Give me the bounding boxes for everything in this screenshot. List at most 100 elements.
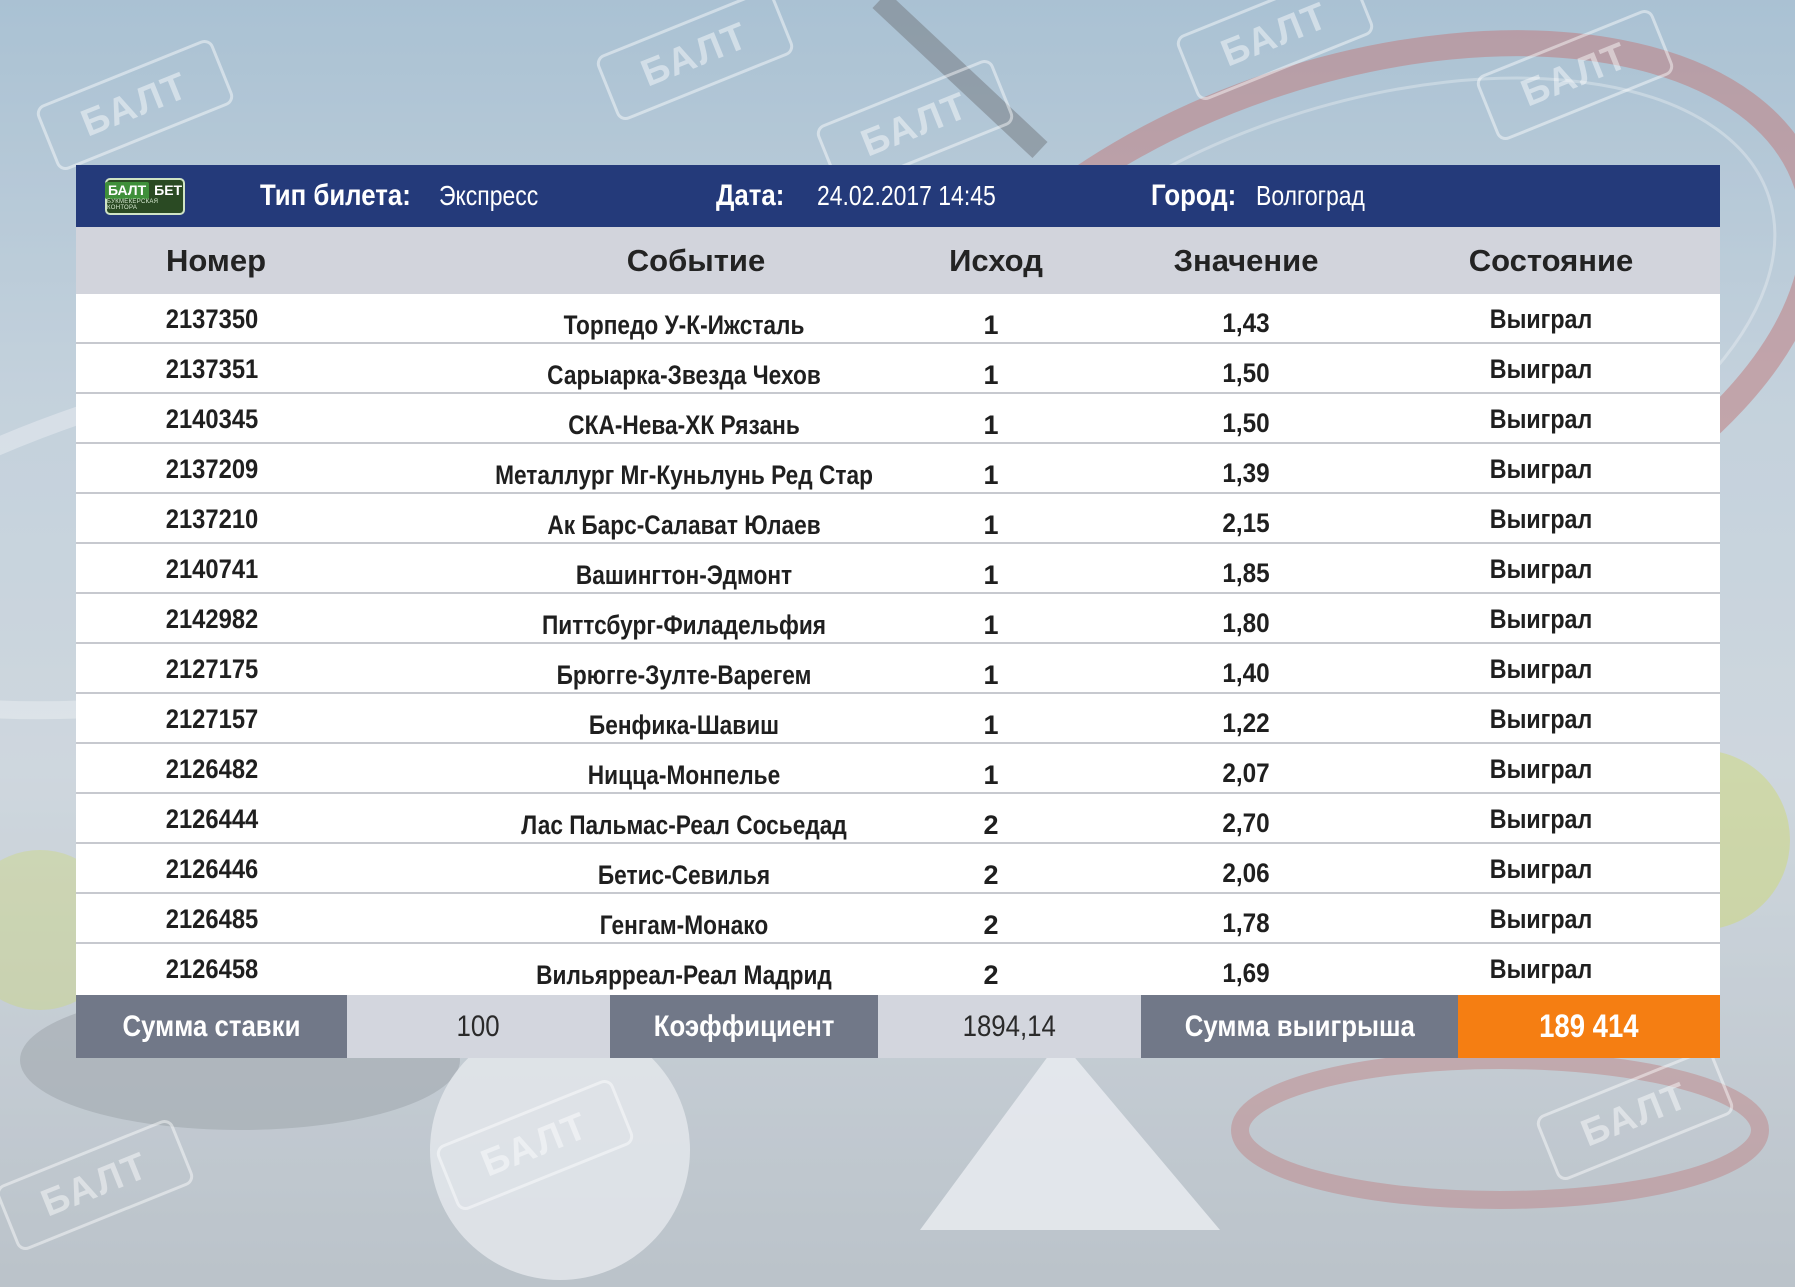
odds-value: 1,50 bbox=[1222, 408, 1270, 438]
outcome: 1 bbox=[983, 610, 999, 640]
outcome: 1 bbox=[983, 360, 999, 390]
odds-value: 2,06 bbox=[1222, 858, 1270, 888]
odds-value: 1,78 bbox=[1222, 908, 1270, 938]
event-name: Бенфика-Шавиш bbox=[588, 710, 780, 740]
bet-status: Выиграл bbox=[1489, 804, 1593, 834]
bet-number: 2142982 bbox=[165, 604, 259, 634]
bet-status: Выиграл bbox=[1489, 354, 1593, 384]
table-row: 2137350 Торпедо У-К-Ижсталь 1 1,43 Выиграл bbox=[76, 294, 1720, 344]
table-row: 2127175 Брюгге-Зулте-Варегем 1 1,40 Выиграл bbox=[76, 644, 1720, 694]
baltbet-logo: БАЛТ БЕТ БУКМЕКЕРСКАЯ КОНТОРА bbox=[104, 178, 185, 215]
stake-label-cell: Сумма ставки bbox=[76, 995, 347, 1058]
event-name: Генгам-Монако bbox=[599, 910, 769, 940]
event-name: Брюгге-Зулте-Варегем bbox=[556, 660, 812, 690]
bet-status: Выиграл bbox=[1489, 654, 1593, 684]
event-name: СКА-Нева-ХК Рязань bbox=[568, 410, 800, 440]
table-row: 2137209 Металлург Мг-Куньлунь Ред Стар 1 1,… bbox=[76, 444, 1720, 494]
outcome: 2 bbox=[983, 960, 999, 990]
bet-ticket: БАЛТ БЕТ БУКМЕКЕРСКАЯ КОНТОРА Тип билета… bbox=[76, 165, 1720, 1058]
stake-label: Сумма ставки bbox=[122, 1009, 301, 1043]
bet-status: Выиграл bbox=[1489, 954, 1593, 984]
odds-value: 1,22 bbox=[1222, 708, 1270, 738]
table-row: 2126458 Вильярреал-Реал Мадрид 2 1,69 Выигра… bbox=[76, 944, 1720, 990]
date-label: Дата: bbox=[716, 179, 785, 212]
column-header-outcome: Исход bbox=[949, 243, 1043, 278]
bet-number: 2127175 bbox=[165, 654, 259, 684]
bet-number: 2126446 bbox=[165, 854, 259, 884]
table-row: 2137210 Ак Барс-Салават Юлаев 1 2,15 Выиграл bbox=[76, 494, 1720, 544]
column-header-number: Номер bbox=[165, 243, 267, 278]
bet-status: Выиграл bbox=[1489, 454, 1593, 484]
city-value: Волгоград bbox=[1256, 180, 1365, 211]
bet-status: Выиграл bbox=[1489, 604, 1593, 634]
win-amount-label: Сумма выигрыша bbox=[1184, 1009, 1415, 1043]
bet-status: Выиграл bbox=[1489, 504, 1593, 534]
outcome: 1 bbox=[983, 310, 999, 340]
bet-status: Выиграл bbox=[1489, 554, 1593, 584]
outcome: 1 bbox=[983, 660, 999, 690]
table-row: 2137351 Сарыарка-Звезда Чехов 1 1,50 Выиграл bbox=[76, 344, 1720, 394]
column-header-event: Событие bbox=[626, 243, 766, 278]
ticket-type-value-wrap: Экспресс bbox=[439, 165, 560, 227]
odds-value: 2,70 bbox=[1222, 808, 1270, 838]
table-row: 2126485 Генгам-Монако 2 1,78 Выиграл bbox=[76, 894, 1720, 944]
logo-text-right: БЕТ bbox=[154, 182, 183, 198]
outcome: 1 bbox=[983, 460, 999, 490]
bet-number: 2140345 bbox=[165, 404, 259, 434]
outcome: 1 bbox=[983, 560, 999, 590]
stake-value-cell: 100 bbox=[347, 995, 610, 1058]
bet-status: Выиграл bbox=[1489, 754, 1593, 784]
odds-value: 1,85 bbox=[1222, 558, 1270, 588]
bet-number: 2126482 bbox=[165, 754, 259, 784]
ticket-type-value: Экспресс bbox=[439, 180, 539, 211]
win-amount-value: 189 414 bbox=[1539, 1008, 1639, 1044]
odds-value: 1,80 bbox=[1222, 608, 1270, 638]
outcome: 1 bbox=[983, 410, 999, 440]
table-row: 2142982 Питтсбург-Филадельфия 1 1,80 Выиграл bbox=[76, 594, 1720, 644]
bets-table-body: 2137350 Торпедо У-К-Ижсталь 1 1,43 Выиграл 21… bbox=[76, 294, 1720, 995]
odds-value: 2,07 bbox=[1222, 758, 1270, 788]
date-value: 24.02.2017 14:45 bbox=[817, 180, 996, 211]
bet-number: 2126485 bbox=[165, 904, 259, 934]
city-value-wrap: Волгоград bbox=[1256, 165, 1389, 227]
coefficient-label: Коэффициент bbox=[653, 1009, 835, 1043]
date-field: Дата: bbox=[716, 165, 795, 227]
event-name: Вильярреал-Реал Мадрид bbox=[536, 960, 832, 990]
event-name: Бетис-Севилья bbox=[597, 860, 771, 890]
outcome: 1 bbox=[983, 710, 999, 740]
column-header-value: Значение bbox=[1173, 243, 1319, 278]
odds-value: 1,43 bbox=[1222, 308, 1270, 338]
event-name: Питтсбург-Филадельфия bbox=[541, 610, 827, 640]
odds-value: 1,40 bbox=[1222, 658, 1270, 688]
event-name: Ак Барс-Салават Юлаев bbox=[547, 510, 821, 540]
bet-number: 2137209 bbox=[165, 454, 259, 484]
bet-status: Выиграл bbox=[1489, 304, 1593, 334]
odds-value: 1,39 bbox=[1222, 458, 1270, 488]
outcome: 2 bbox=[983, 810, 999, 840]
bet-number: 2137210 bbox=[165, 504, 259, 534]
bet-status: Выиграл bbox=[1489, 854, 1593, 884]
coefficient-value-cell: 1894,14 bbox=[878, 995, 1141, 1058]
table-header: Номер Событие Исход Значение Состояние bbox=[76, 227, 1720, 294]
odds-value: 1,69 bbox=[1222, 958, 1270, 988]
event-name: Ницца-Монпелье bbox=[587, 760, 781, 790]
table-row: 2127157 Бенфика-Шавиш 1 1,22 Выиграл bbox=[76, 694, 1720, 744]
outcome: 2 bbox=[983, 860, 999, 890]
bet-number: 2137350 bbox=[165, 304, 259, 334]
table-row: 2126482 Ницца-Монпелье 1 2,07 Выиграл bbox=[76, 744, 1720, 794]
table-row: 2140741 Вашингтон-Эдмонт 1 1,85 Выиграл bbox=[76, 544, 1720, 594]
bet-status: Выиграл bbox=[1489, 704, 1593, 734]
logo-text-left: БАЛТ bbox=[104, 182, 150, 199]
bet-number: 2137351 bbox=[165, 354, 259, 384]
event-name: Сарыарка-Звезда Чехов bbox=[547, 360, 821, 390]
event-name: Металлург Мг-Куньлунь Ред Стар bbox=[495, 460, 873, 490]
table-row: 2140345 СКА-Нева-ХК Рязань 1 1,50 Выиграл bbox=[76, 394, 1720, 444]
bet-number: 2126444 bbox=[165, 804, 259, 834]
bet-status: Выиграл bbox=[1489, 404, 1593, 434]
win-amount-value-cell: 189 414 bbox=[1458, 995, 1720, 1058]
column-header-status: Состояние bbox=[1468, 243, 1634, 278]
event-name: Вашингтон-Эдмонт bbox=[575, 560, 793, 590]
outcome: 1 bbox=[983, 760, 999, 790]
ticket-summary-bar: Сумма ставки 100 Коэффициент 1894,14 Сум… bbox=[76, 995, 1720, 1058]
odds-value: 1,50 bbox=[1222, 358, 1270, 388]
